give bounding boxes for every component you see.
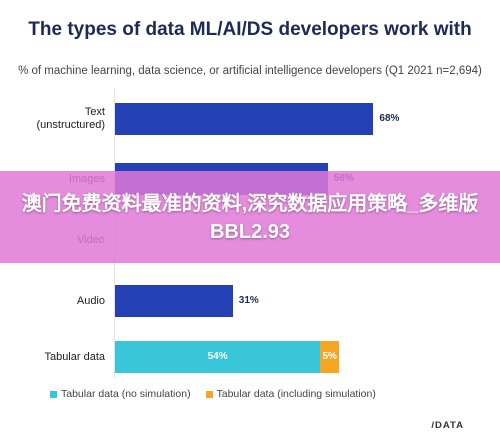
chart-subtitle: % of machine learning, data science, or … (18, 65, 482, 77)
category-label: Text (unstructured) (36, 106, 105, 131)
data-label: 31% (238, 295, 259, 306)
category-label: Audio (76, 294, 105, 307)
category-label: Tabular data (44, 350, 105, 363)
overlay-banner (0, 171, 500, 263)
data-label: 54% (207, 351, 228, 362)
legend: Tabular data (no simulation) Tabular dat… (50, 388, 388, 400)
bar (115, 285, 233, 317)
chart-title: The types of data ML/AI/DS developers wo… (28, 19, 472, 40)
bar-simulation (320, 341, 340, 373)
bar (115, 103, 374, 135)
legend-item-tabular-no-sim: Tabular data (no simulation) (50, 388, 191, 400)
legend-swatch-tabular-no-sim (50, 390, 57, 398)
legend-item-tabular-sim: Tabular data (including simulation) (205, 388, 376, 400)
legend-label-tabular-no-sim: Tabular data (no simulation) (61, 388, 191, 400)
slashdata-logo: /DATA (431, 420, 464, 431)
legend-label-tabular-sim: Tabular data (including simulation) (216, 388, 376, 400)
data-label-simulation: 5% (322, 351, 337, 362)
overlay-banner-text: 澳门免费资料最准的资料,深究数据应用策略_多维版BBL2.93 (21, 193, 479, 243)
bar (115, 341, 321, 373)
legend-swatch-tabular-sim (205, 390, 213, 398)
data-label: 68% (379, 113, 400, 124)
